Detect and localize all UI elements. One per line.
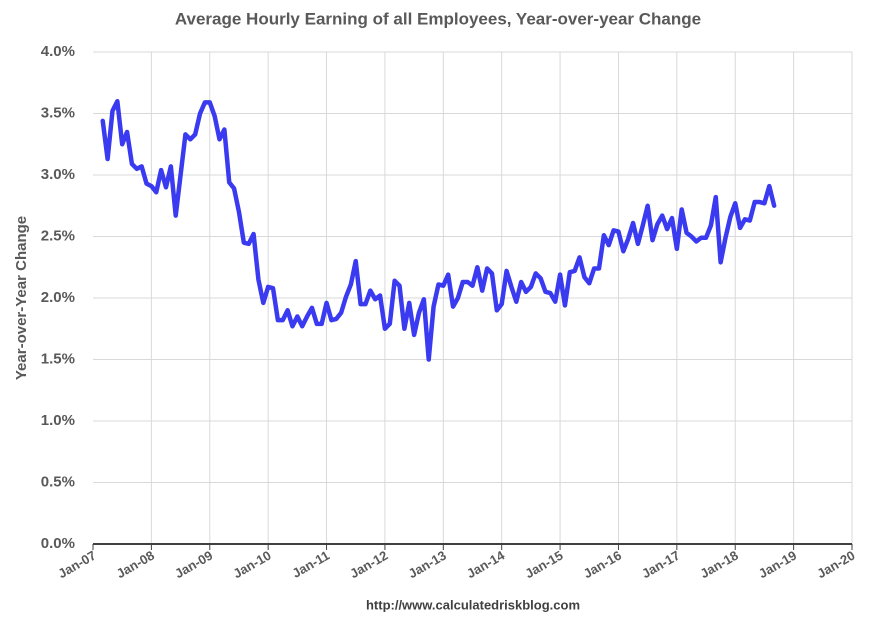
x-tick-label: Jan-19 xyxy=(756,548,799,582)
x-tick-label: Jan-12 xyxy=(347,548,390,582)
x-tick-label: Jan-09 xyxy=(172,548,215,582)
x-tick-label: Jan-07 xyxy=(55,548,98,582)
x-tick-label: Jan-18 xyxy=(698,548,741,582)
x-tick-label: Jan-11 xyxy=(289,548,332,581)
y-tick-label: 2.5% xyxy=(41,227,75,244)
y-tick-label: 2.0% xyxy=(41,289,75,306)
chart-title: Average Hourly Earning of all Employees,… xyxy=(175,9,701,28)
data-line xyxy=(100,98,777,362)
x-tick-label: Jan-15 xyxy=(522,548,565,582)
y-tick-label: 4.0% xyxy=(41,43,75,60)
y-tick-label: 3.0% xyxy=(41,166,75,183)
y-axis-label: Year-over-Year Change xyxy=(13,216,30,380)
y-tick-label: 1.5% xyxy=(41,350,75,367)
x-tick-label: Jan-17 xyxy=(639,548,682,582)
x-tick-label: Jan-13 xyxy=(406,548,449,582)
x-tick-label: Jan-14 xyxy=(464,547,508,581)
y-tick-label: 3.5% xyxy=(41,104,75,121)
x-tick-label: Jan-20 xyxy=(814,548,857,582)
y-tick-label: 0.5% xyxy=(41,473,75,490)
x-tick-label: Jan-10 xyxy=(230,548,273,582)
x-tick-label: Jan-08 xyxy=(114,548,157,582)
x-tick-label: Jan-16 xyxy=(581,548,624,582)
source-url: http://www.calculatedriskblog.com xyxy=(366,597,580,612)
y-tick-label: 1.0% xyxy=(41,412,75,429)
y-tick-label: 0.0% xyxy=(41,535,75,552)
